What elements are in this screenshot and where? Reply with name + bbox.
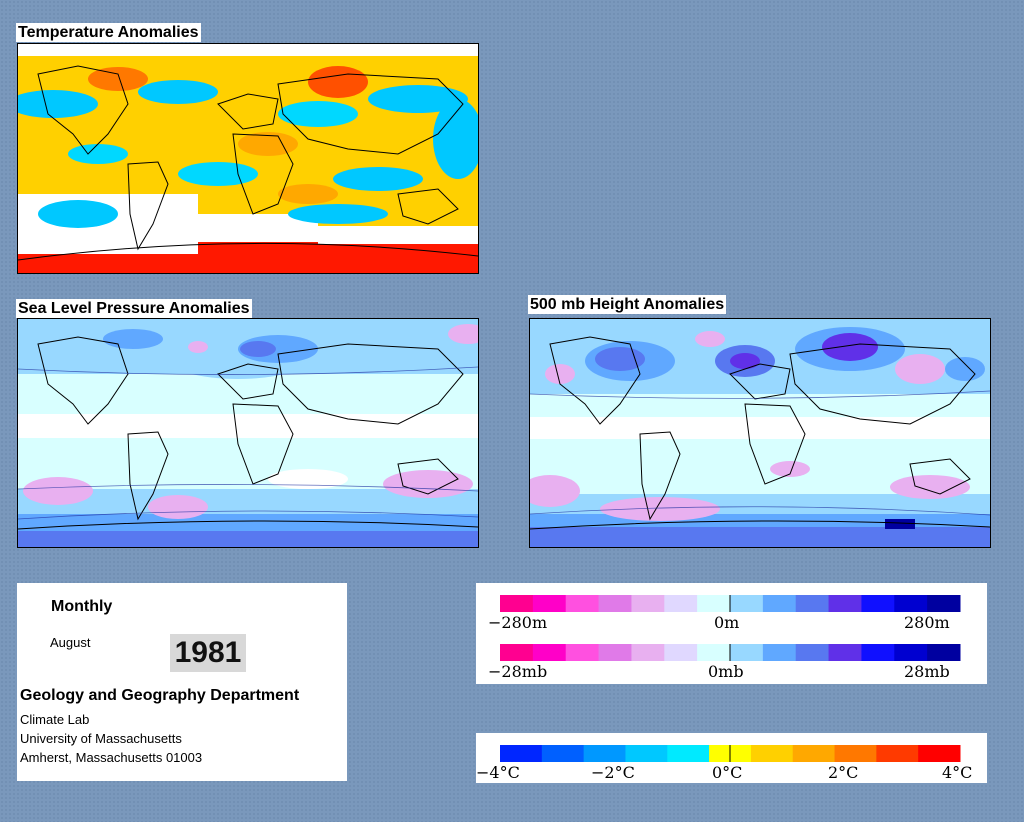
university-name: University of Massachusetts (20, 731, 182, 746)
pressure-colorbar-swatch (762, 644, 797, 661)
height-colorbar-swatch (762, 595, 797, 612)
pressure-colorbar-swatch (828, 644, 862, 661)
pressure-colorbar-swatch (894, 644, 928, 661)
temperature-colorbar-swatch (750, 745, 794, 762)
temperature-map-title: Temperature Anomalies (16, 23, 201, 42)
height-colorbar-swatch (828, 595, 862, 612)
height-colorbar-swatch (730, 595, 764, 612)
height-colorbar-swatch (861, 595, 895, 612)
pressure-colorbar-swatch (532, 644, 567, 661)
pressure-colorbar-swatch (664, 644, 698, 661)
temperature-colorbar (500, 745, 961, 762)
temp-legend-neg2: −2°C (591, 763, 635, 782)
pressure-colorbar-swatch (795, 644, 830, 661)
height-colorbar-swatch (894, 595, 928, 612)
height-colorbar-swatch (565, 595, 600, 612)
pressure-colorbar-swatch (631, 644, 665, 661)
height-legend-max: 280m (904, 613, 950, 632)
height-colorbar-swatch (598, 595, 632, 612)
temperature-colorbar-swatch (876, 745, 919, 762)
pressure-legend-min: −28mb (488, 662, 547, 681)
temp-legend-4: 4°C (942, 763, 972, 782)
pressure-colorbar (500, 644, 961, 661)
pressure-colorbar-swatch (598, 644, 632, 661)
height-colorbar-swatch (631, 595, 665, 612)
pressure-colorbar-swatch (927, 644, 961, 661)
height-colorbar-swatch (532, 595, 567, 612)
pressure-colorbar-swatch (697, 644, 731, 661)
500mb-height-anomaly-map (529, 318, 991, 548)
pressure-colorbar-swatch (500, 644, 534, 661)
period-label: Monthly (51, 598, 113, 615)
height-colorbar-swatch (500, 595, 534, 612)
pressure-legend-mid: 0mb (708, 662, 744, 681)
temperature-colorbar-swatch (583, 745, 626, 762)
temperature-colorbar-swatch (625, 745, 668, 762)
temperature-anomaly-map (17, 43, 479, 274)
pressure-legend-max: 28mb (904, 662, 950, 681)
temperature-colorbar-swatch (834, 745, 877, 762)
height-colorbar-swatch (927, 595, 961, 612)
department-name: Geology and Geography Department (20, 687, 300, 704)
pressure-colorbar-swatch (565, 644, 600, 661)
height-colorbar (500, 595, 961, 612)
height-legend-mid: 0m (714, 613, 739, 632)
height-map-title: 500 mb Height Anomalies (528, 295, 727, 314)
height-colorbar-swatch (697, 595, 731, 612)
temp-legend-0: 0°C (712, 763, 742, 782)
temperature-colorbar-swatch (500, 745, 543, 762)
temp-legend-2: 2°C (828, 763, 858, 782)
temperature-colorbar-swatch (918, 745, 961, 762)
height-colorbar-swatch (664, 595, 698, 612)
pressure-colorbar-swatch (861, 644, 895, 661)
anomaly-legend-panel: −280m 0m 280m −28mb 0mb 28mb (476, 583, 987, 684)
temperature-colorbar-swatch (792, 745, 836, 762)
temperature-colorbar-swatch (541, 745, 585, 762)
year-label: 1981 (170, 634, 246, 672)
pressure-colorbar-swatch (730, 644, 764, 661)
address: Amherst, Massachusetts 01003 (20, 750, 203, 765)
month-label: August (50, 635, 91, 650)
info-panel: Monthly August 1981 Geology and Geograph… (17, 583, 347, 781)
temperature-colorbar-swatch (667, 745, 710, 762)
lab-name: Climate Lab (20, 712, 90, 727)
height-legend-min: −280m (488, 613, 547, 632)
sea-level-pressure-anomaly-map (17, 318, 479, 548)
temperature-legend-panel: −4°C −2°C 0°C 2°C 4°C (476, 733, 987, 783)
height-colorbar-swatch (795, 595, 830, 612)
slp-map-title: Sea Level Pressure Anomalies (16, 299, 252, 318)
temp-legend-neg4: −4°C (476, 763, 520, 782)
